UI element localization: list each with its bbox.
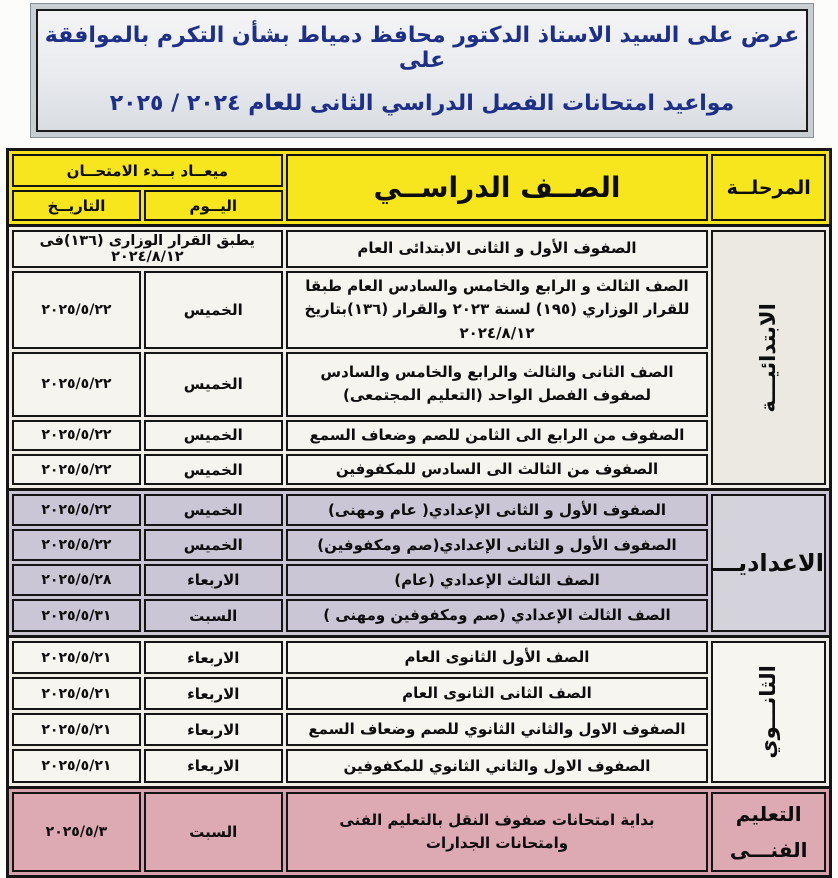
grade-cell: بداية امتحانات صفوف النقل بالتعليم الفنى… <box>285 792 709 873</box>
stage-cell: الاعداديـــة <box>711 494 826 633</box>
day-cell: الخميس <box>143 454 283 486</box>
date-cell: ٢٠٢٥/٥/٢٢ <box>12 271 141 349</box>
table-header: المرحلــة الصــف الدراســي ميعــاد بــدء… <box>9 151 829 224</box>
column-header-exam-start: ميعــاد بــدء الامتحــان <box>12 154 283 187</box>
stage-label: الاعداديـــة <box>711 548 824 577</box>
stage-section: التعليم الفنـــى بداية امتحانات صفوف النق… <box>9 786 829 876</box>
table-row: الصفوف الاول والثاني الثانوي للصم وضعاف … <box>12 713 826 747</box>
grade-cell: الصف الثانى الثانوى العام <box>285 677 709 711</box>
day-cell: الاربعاء <box>143 641 283 675</box>
day-cell: السبت <box>143 792 283 873</box>
table-row: الصف الثالث الإعدادي (صم ومكفوفين ومهنى … <box>12 599 826 633</box>
grade-cell: الصفوف الأول و الثانى الإعدادي( عام ومهن… <box>285 494 709 527</box>
grade-cell: الصفوف الاول والثاني الثانوي للمكفوفين <box>285 749 709 784</box>
grade-cell: الصف الثالث الإعدادي (صم ومكفوفين ومهنى … <box>285 599 709 633</box>
table-row: الابتدائيـــة الصفوف الأول و الثانى الابت… <box>12 230 826 486</box>
header-row-1: المرحلــة الصــف الدراســي ميعــاد بــدء… <box>12 154 826 221</box>
column-header-grade: الصــف الدراســي <box>285 154 709 221</box>
header-banner: عرض على السيد الاستاذ الدكتور محافظ دميا… <box>30 3 814 138</box>
table-row: الصفوف من الثالث الى السادس للمكفوفين الخ… <box>12 454 826 486</box>
grade-cell: الصف الثانى والثالث والرابع والخامس والس… <box>285 351 709 417</box>
table-row: الصفوف الأول و الثانى الإعدادي(صم ومكفوف… <box>12 529 826 562</box>
day-cell: الاربعاء <box>143 564 283 597</box>
grade-cell: الصفوف الاول والثاني الثانوي للصم وضعاف … <box>285 713 709 747</box>
date-cell: ٢٠٢٥/٥/٢٨ <box>12 564 141 597</box>
table-row: الصفوف من الرابع الى الثامن للصم وضعاف ا… <box>12 419 826 451</box>
date-cell: ٢٠٢٥/٥/٢١ <box>12 749 141 784</box>
exam-schedule-table: المرحلــة الصــف الدراســي ميعــاد بــدء… <box>6 148 832 878</box>
day-cell: الخميس <box>143 419 283 451</box>
stage-label: الابتدائيـــة <box>755 302 780 413</box>
table-row: الثانـــوي الصف الأول الثانوى العام الاربع… <box>12 641 826 784</box>
table-row: التعليم الفنـــى بداية امتحانات صفوف النق… <box>12 792 826 873</box>
day-cell: السبت <box>143 599 283 633</box>
day-cell: الخميس <box>143 529 283 562</box>
table-row: الصف الثانى والثالث والرابع والخامس والس… <box>12 351 826 417</box>
table-body-sections: الابتدائيـــة الصفوف الأول و الثانى الابت… <box>9 224 829 876</box>
date-cell: ٢٠٢٥/٥/٢٢ <box>12 494 141 527</box>
stage-label: الثانـــوي <box>755 665 780 759</box>
table-row: الصف الثانى الثانوى العام الاربعاء ٢٠٢٥/٥/… <box>12 677 826 711</box>
column-header-date: التاريــخ <box>12 190 141 221</box>
stage-section: الابتدائيـــة الصفوف الأول و الثانى الابت… <box>9 224 829 489</box>
date-cell: ٢٠٢٥/٥/٣١ <box>12 599 141 633</box>
date-cell: ٢٠٢٥/٥/٢٢ <box>12 454 141 486</box>
grade-cell: الصف الثالث و الرابع والخامس والسادس الع… <box>285 271 709 349</box>
grade-cell: الصفوف الأول و الثانى الابتدائى العام <box>285 230 709 268</box>
exam-start-note-cell: يطبق القرار الوزارى (١٣٦)فى ٢٠٢٤/٨/١٢ <box>12 230 283 268</box>
day-cell: الاربعاء <box>143 677 283 711</box>
date-cell: ٢٠٢٥/٥/٢٢ <box>12 529 141 562</box>
day-cell: الاربعاء <box>143 713 283 747</box>
header-row-2: اليــوم التاريــخ <box>12 190 826 221</box>
stage-cell: الثانـــوي <box>711 641 826 784</box>
grade-cell: الصف الثالث الإعدادي (عام) <box>285 564 709 597</box>
stage-section: الثانـــوي الصف الأول الثانوى العام الاربع… <box>9 635 829 787</box>
date-cell: ٢٠٢٥/٥/٢١ <box>12 677 141 711</box>
table-row: الاعداديـــة الصفوف الأول و الثانى الإعدا… <box>12 494 826 633</box>
day-cell: الخميس <box>143 351 283 417</box>
day-cell: الخميس <box>143 271 283 349</box>
table-row: الصف الثالث و الرابع والخامس والسادس الع… <box>12 271 826 349</box>
date-cell: ٢٠٢٥/٥/٢١ <box>12 713 141 747</box>
stage-label: التعليم الفنـــى <box>729 802 808 863</box>
table-row: الصف الثالث الإعدادي (عام) الاربعاء ٢٠٢٥/٥… <box>12 564 826 597</box>
date-cell: ٢٠٢٥/٥/٢٢ <box>12 419 141 451</box>
banner-title-line-1: عرض على السيد الاستاذ الدكتور محافظ دميا… <box>44 23 800 73</box>
date-cell: ٢٠٢٥/٥/٢٢ <box>12 351 141 417</box>
column-header-stage: المرحلــة <box>711 154 826 221</box>
header-banner-inner: عرض على السيد الاستاذ الدكتور محافظ دميا… <box>36 9 808 132</box>
stage-cell: الابتدائيـــة <box>711 230 826 486</box>
grade-cell: الصفوف من الرابع الى الثامن للصم وضعاف ا… <box>285 419 709 451</box>
grade-cell: الصفوف الأول و الثانى الإعدادي(صم ومكفوف… <box>285 529 709 562</box>
date-cell: ٢٠٢٥/٥/٣ <box>12 792 141 873</box>
page: { "banner": { "line1": "عرض على السيد ال… <box>0 3 838 878</box>
stage-section: الاعداديـــة الصفوف الأول و الثانى الإعدا… <box>9 488 829 636</box>
table-row: الصفوف الاول والثاني الثانوي للمكفوفين ال… <box>12 749 826 784</box>
date-cell: ٢٠٢٥/٥/٢١ <box>12 641 141 675</box>
stage-cell: التعليم الفنـــى <box>711 792 826 873</box>
grade-cell: الصف الأول الثانوى العام <box>285 641 709 675</box>
banner-title-line-2: مواعيد امتحانات الفصل الدراسي الثانى للع… <box>109 91 735 116</box>
day-cell: الاربعاء <box>143 749 283 784</box>
grade-cell: الصفوف من الثالث الى السادس للمكفوفين <box>285 454 709 486</box>
day-cell: الخميس <box>143 494 283 527</box>
column-header-day: اليــوم <box>143 190 283 221</box>
